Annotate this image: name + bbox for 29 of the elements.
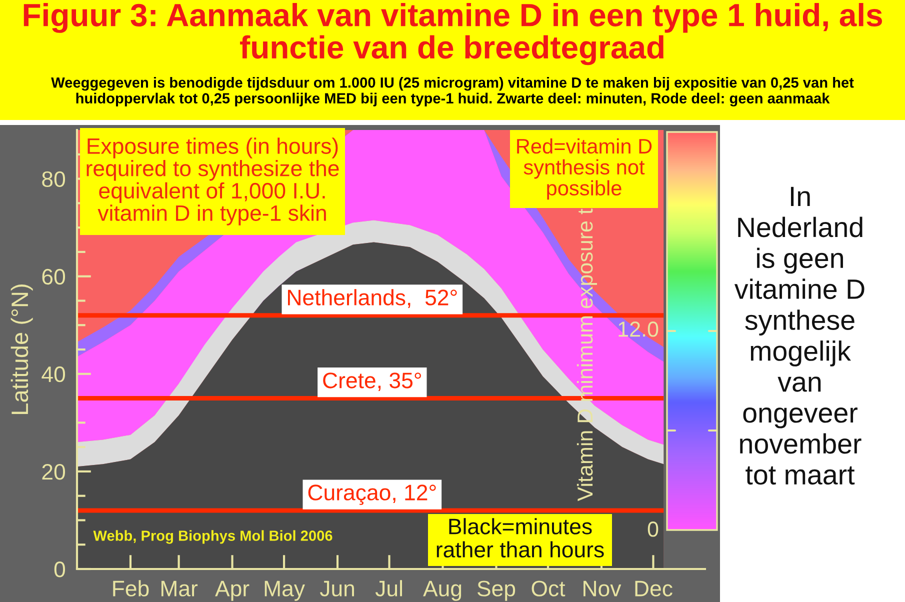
y-tick-label: 60 <box>42 268 66 285</box>
x-tick-label: Dec <box>635 580 672 596</box>
x-tick-label: Aug <box>423 580 462 601</box>
x-tick-label: May <box>264 580 305 601</box>
x-tick-label: Oct <box>532 580 566 596</box>
ref-line-label: Crete, 35° <box>323 372 421 391</box>
x-tick-label: Nov <box>584 580 622 596</box>
chart-title: Figuur 3: Aanmaak van vitamine D in een type 1 huid, als functie van de breedtegraad <box>24 3 882 66</box>
text: In Nederland is geen vitamine D synthese mogelijk van ongeveer november tot maart <box>734 186 864 485</box>
y-axis-title: Latitude (°N) <box>10 284 33 414</box>
annotation: Exposure times (in hours) required to synthesize the equivalent of 1,000 I.U. vitamin D in type-1 skin <box>86 138 339 226</box>
annotation: Red=vitamin D synthesis not possible <box>517 138 652 200</box>
y-tick-label: 0 <box>54 562 66 578</box>
x-tick-label: Apr <box>215 580 250 601</box>
ref-line-label: Curaçao, 12° <box>308 484 436 505</box>
x-tick-label: Jul <box>375 580 402 596</box>
x-tick-label: Jun <box>320 580 354 596</box>
ref-line-label: Netherlands, 52° <box>288 289 457 308</box>
annotation: Webb, Prog Biophys Mol Biol 2006 <box>93 530 332 544</box>
x-tick-label: Sep <box>477 580 516 601</box>
x-tick-label: Mar <box>161 580 198 596</box>
x-tick-label: Feb <box>113 580 149 596</box>
y-tick-label: 40 <box>42 366 66 382</box>
y-tick-label: 80 <box>42 171 66 188</box>
chart-subtitle: Weeggegeven is benodigde tijdsduur om 1.000 IU (25 microgram) vitamine D te maken bij expositie van 0,25 van het huidoppervlak tot 0,25 persoonlijke MED bij een type-1 huid. Zwarte deel: minuten, Rode deel: geen aanmaak <box>51 77 854 106</box>
y-tick-label: 20 <box>42 464 66 480</box>
annotation: 0 <box>648 522 658 537</box>
color-bar-title: Vitamin D minimum exposure t <box>576 208 597 502</box>
annotation: Black=minutes rather than hours <box>436 518 604 558</box>
